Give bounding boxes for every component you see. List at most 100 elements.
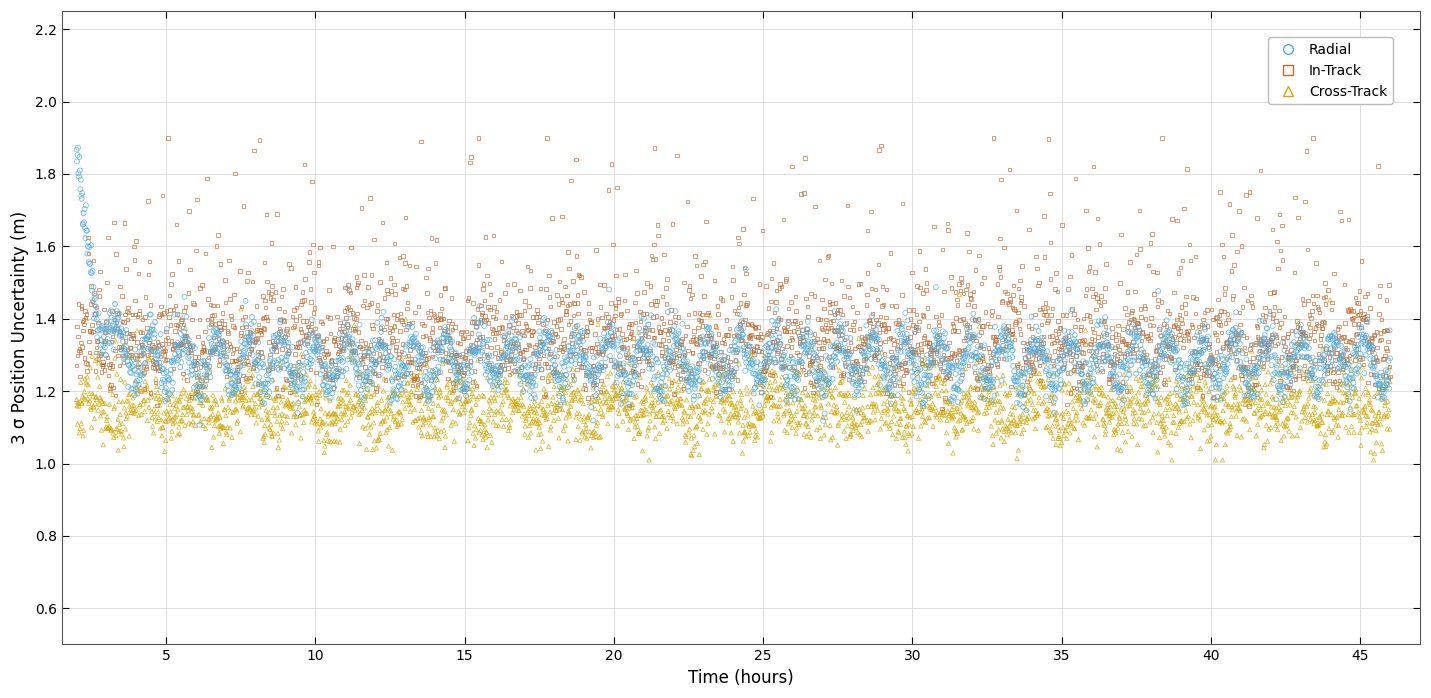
Point	[575, 322, 598, 333]
Point	[926, 373, 949, 385]
Point	[248, 352, 270, 363]
Point	[416, 352, 439, 364]
Point	[1192, 345, 1215, 356]
Point	[223, 380, 246, 392]
Point	[104, 423, 127, 434]
Point	[843, 392, 866, 403]
Point	[574, 327, 597, 339]
Point	[927, 389, 950, 401]
Point	[904, 326, 927, 337]
Point	[1128, 396, 1151, 407]
Point	[890, 398, 913, 409]
Point	[343, 342, 366, 353]
Point	[1246, 362, 1269, 373]
Point	[946, 403, 969, 414]
Point	[242, 362, 265, 373]
Point	[1242, 383, 1265, 394]
Point	[1040, 310, 1063, 321]
Point	[550, 370, 572, 381]
Point	[83, 398, 106, 409]
Point	[877, 381, 900, 392]
Point	[213, 403, 236, 415]
Point	[1189, 336, 1212, 347]
Point	[525, 445, 548, 456]
Point	[628, 426, 651, 437]
Point	[780, 296, 803, 307]
Point	[973, 394, 996, 405]
Point	[798, 357, 821, 369]
Point	[837, 401, 860, 413]
Point	[146, 358, 169, 369]
Point	[577, 367, 600, 378]
Point	[1176, 335, 1199, 346]
Point	[1019, 346, 1042, 357]
Point	[840, 429, 863, 440]
Point	[605, 324, 628, 335]
Point	[648, 391, 671, 402]
Point	[861, 348, 884, 359]
Point	[252, 362, 275, 373]
Point	[1168, 329, 1191, 340]
Point	[478, 334, 501, 346]
Point	[574, 344, 597, 355]
Point	[179, 344, 202, 355]
Point	[634, 327, 657, 338]
Point	[809, 366, 831, 377]
Point	[1145, 384, 1168, 395]
Point	[561, 328, 584, 339]
Point	[1201, 411, 1224, 422]
Point	[734, 365, 757, 376]
Point	[456, 395, 479, 406]
Point	[1115, 309, 1138, 320]
Point	[312, 435, 335, 446]
Point	[1378, 424, 1401, 435]
Point	[711, 385, 734, 396]
Point	[90, 394, 113, 406]
Point	[1136, 378, 1159, 389]
Point	[896, 335, 919, 346]
Point	[1065, 392, 1088, 403]
Point	[1225, 355, 1248, 366]
Point	[160, 343, 183, 355]
Point	[1368, 378, 1391, 389]
Point	[730, 403, 753, 415]
Point	[780, 410, 803, 421]
Point	[339, 412, 362, 423]
Point	[82, 401, 104, 412]
Point	[1359, 339, 1382, 350]
Point	[358, 372, 381, 383]
Point	[92, 439, 114, 450]
Point	[1294, 360, 1317, 371]
Point	[1282, 385, 1305, 396]
Point	[153, 408, 176, 419]
Point	[907, 322, 930, 334]
Point	[1089, 397, 1112, 408]
Point	[87, 353, 110, 364]
Point	[570, 326, 592, 337]
Point	[285, 366, 308, 378]
Point	[798, 406, 821, 417]
Point	[771, 383, 794, 394]
Point	[565, 411, 588, 422]
Point	[1123, 407, 1146, 418]
Point	[990, 332, 1013, 343]
Point	[1068, 376, 1090, 387]
Point	[1112, 348, 1135, 359]
Point	[325, 364, 348, 375]
Point	[358, 352, 381, 363]
Point	[389, 389, 412, 400]
Point	[1269, 376, 1292, 387]
Point	[565, 351, 588, 362]
Point	[1324, 395, 1347, 406]
Point	[1142, 320, 1165, 332]
Point	[1378, 279, 1401, 290]
Point	[1235, 415, 1258, 426]
Point	[866, 404, 889, 415]
Point	[1288, 337, 1311, 348]
Point	[382, 279, 405, 290]
Point	[366, 355, 389, 366]
Point	[487, 420, 509, 431]
Point	[521, 329, 544, 341]
Point	[1369, 327, 1392, 339]
Point	[644, 339, 667, 350]
